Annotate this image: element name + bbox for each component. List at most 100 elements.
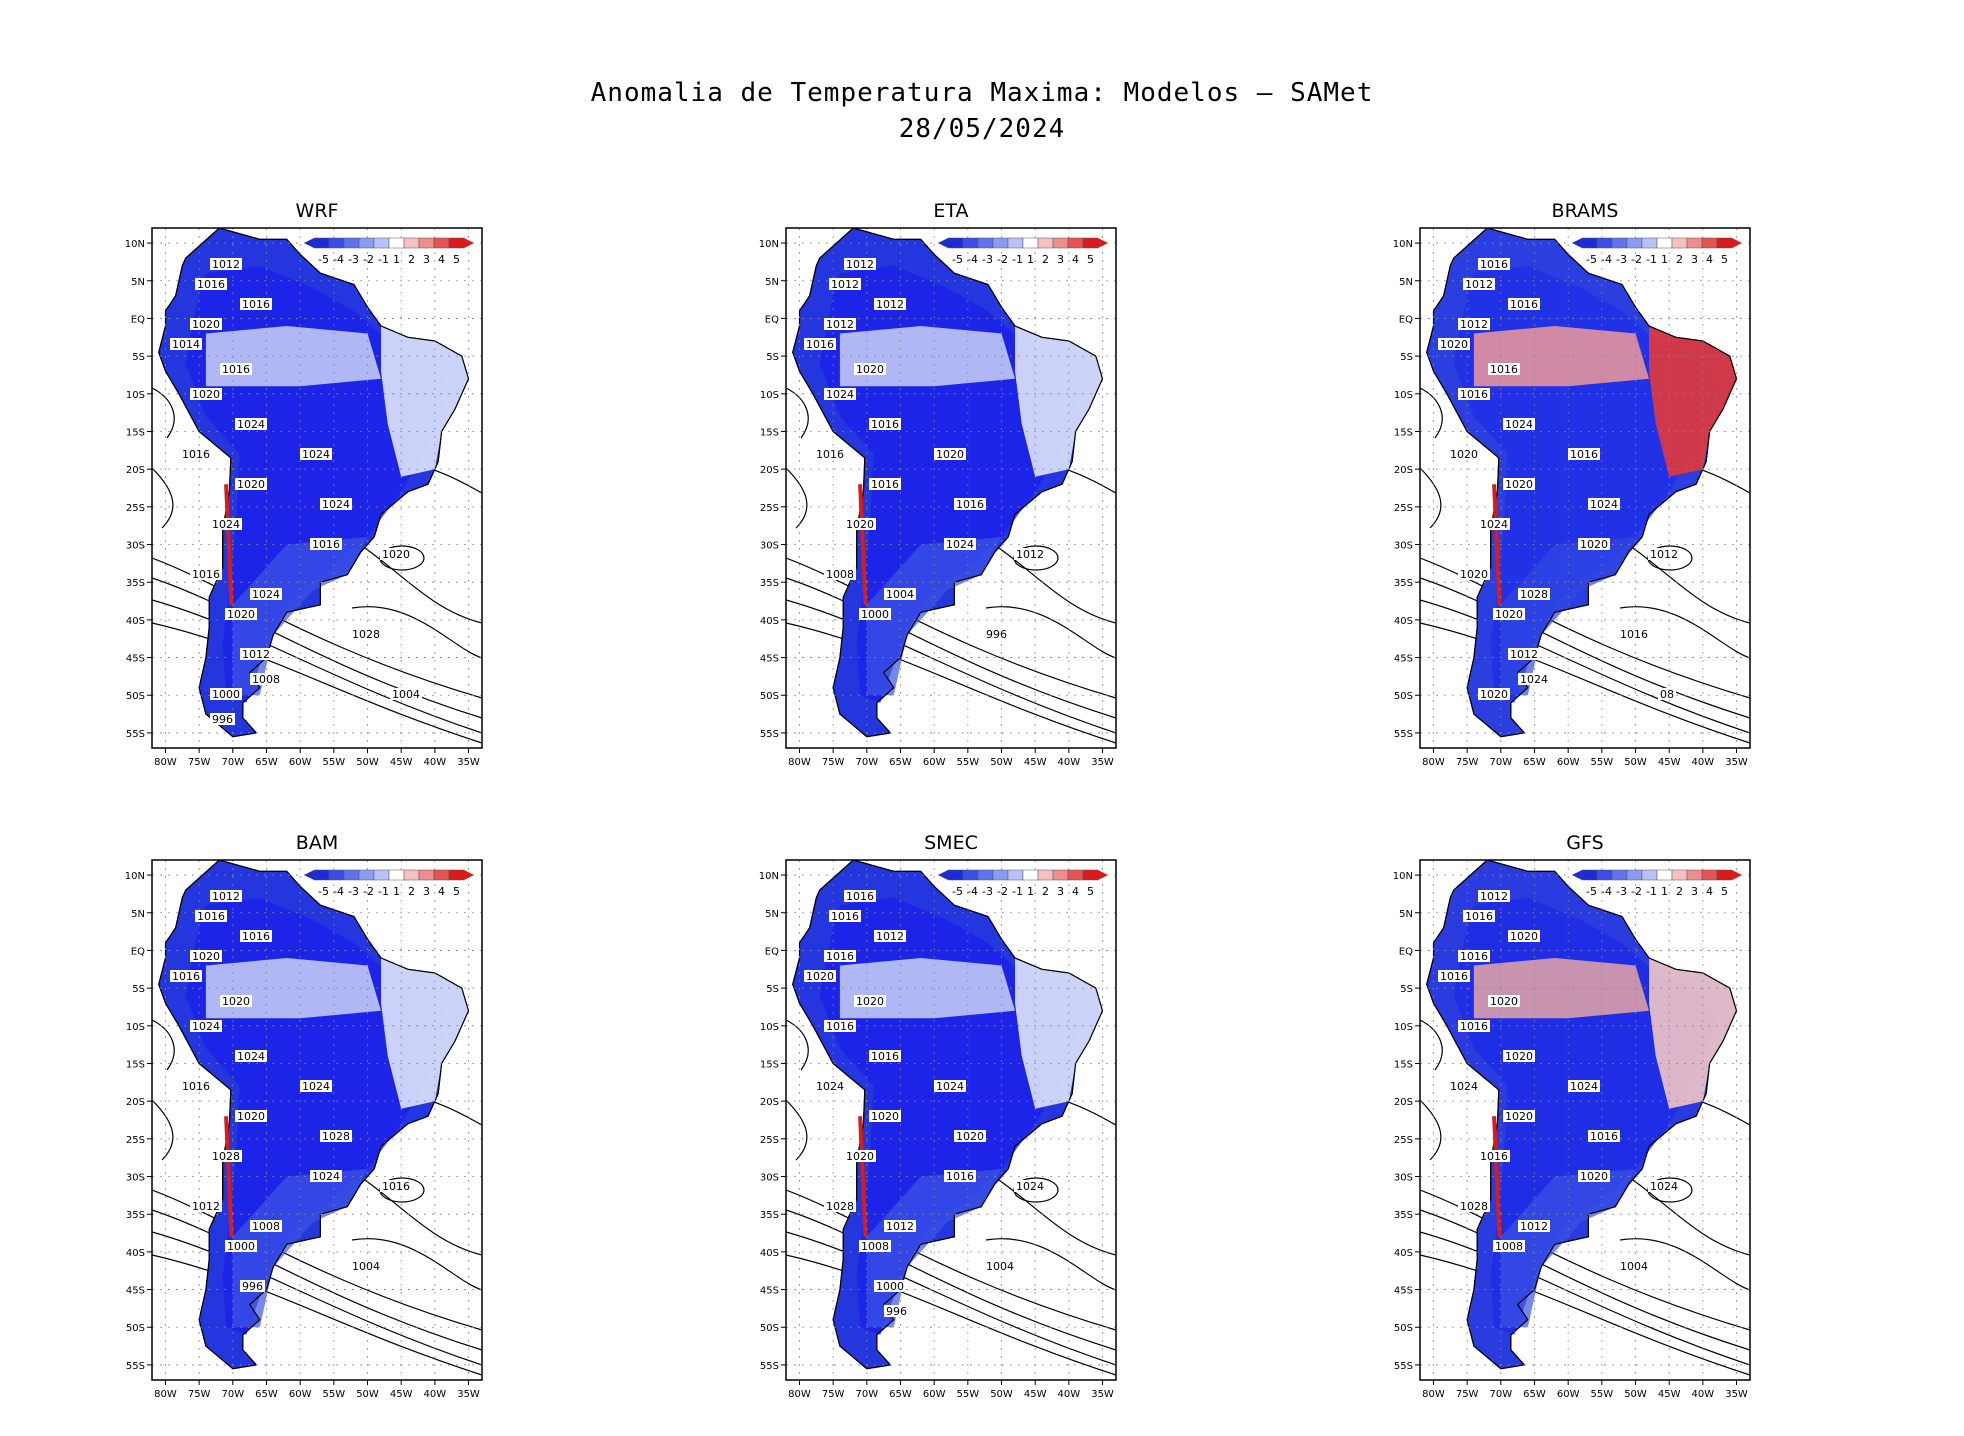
colorbar-label: -1 — [1012, 885, 1023, 898]
isobar-label-box — [1503, 478, 1535, 490]
isobar-label-box — [844, 518, 876, 530]
coastline — [792, 228, 1104, 738]
lat-label: 45S — [1394, 1286, 1413, 1297]
lat-label: 5S — [1400, 984, 1413, 995]
isobar-line — [786, 1231, 1116, 1366]
isobar-label: 1008 — [252, 1220, 280, 1233]
lat-label: 20S — [760, 465, 779, 476]
isobar-label-box — [859, 1240, 891, 1252]
isobar-line — [1420, 387, 1443, 439]
isobar-label: 1020 — [237, 478, 265, 491]
isobar-label-box — [814, 448, 846, 460]
isobar-label: 1016 — [1460, 950, 1488, 963]
isobar-label-box — [869, 1050, 901, 1062]
lon-label: 80W — [1422, 757, 1445, 768]
isobar-label: 1024 — [212, 518, 240, 531]
anomaly-region-northeast — [381, 958, 469, 1109]
colorbar-swatch — [1007, 869, 1024, 881]
isobar-line — [786, 1019, 809, 1071]
colorbar-label: 5 — [453, 253, 460, 266]
model-panel-brams: BRAMS 1016 1012 1016 1012 1020 1016 1016 1024 102… — [1375, 200, 1795, 768]
colorbar-label: 3 — [423, 885, 430, 898]
lon-label: 50W — [990, 1389, 1013, 1400]
colorbar-label: 2 — [1676, 885, 1683, 898]
model-panel-smec: SMEC 1016 1016 1012 1016 1020 1020 1016 1016 1024… — [741, 832, 1161, 1400]
lat-label: 15S — [1394, 1059, 1413, 1070]
lat-label: EQ — [765, 946, 779, 957]
lon-label: 80W — [154, 757, 177, 768]
isobar-label: 1020 — [227, 608, 255, 621]
colorbar-label: 3 — [1691, 253, 1698, 266]
isobar-label-box — [190, 318, 222, 330]
isobar-line — [1420, 1231, 1750, 1366]
isobar-label: 1016 — [242, 298, 270, 311]
colorbar: -5 -4 -3 -2 -1 1 2 3 4 5 — [1572, 237, 1742, 266]
lat-label: 50S — [760, 1323, 779, 1334]
colorbar-swatch — [358, 237, 375, 249]
lat-label: 40S — [760, 1248, 779, 1259]
isobar-label: 1020 — [1580, 1170, 1608, 1183]
isobar-label-box — [210, 518, 242, 530]
isobar-label: 1016 — [1440, 970, 1468, 983]
anomaly-region-northeast — [1015, 958, 1103, 1109]
lat-label: 35S — [1394, 578, 1413, 589]
isobar-label: 1024 — [312, 1170, 340, 1183]
isobar-label: 1016 — [1590, 1130, 1618, 1143]
panel-title: ETA — [933, 200, 969, 222]
colorbar-swatch — [992, 237, 1009, 249]
colorbar-arrow-left — [1572, 870, 1582, 880]
colorbar-label: -1 — [378, 885, 389, 898]
colorbar-arrow-right — [464, 238, 474, 248]
colorbar-swatch — [328, 869, 345, 881]
isobar-label: 1016 — [1460, 388, 1488, 401]
map-plot: 1012101610161020101610201024102410161020… — [125, 859, 483, 1400]
lat-label: 55S — [760, 729, 779, 740]
lat-label: 5S — [132, 984, 145, 995]
coastline — [1426, 860, 1738, 1370]
coastline — [792, 860, 1104, 1370]
colorbar-swatch — [433, 869, 450, 881]
colorbar-swatch — [1082, 237, 1099, 249]
colorbar-arrow-right — [1732, 238, 1742, 248]
isobar-label-box — [350, 1260, 382, 1272]
isobar-label-box — [1618, 628, 1650, 640]
lat-label: 30S — [1394, 541, 1413, 552]
colorbar-swatch — [418, 869, 435, 881]
lat-label: 5S — [766, 352, 779, 363]
isobar-label: 1020 — [222, 995, 250, 1008]
isobar-label-box — [1458, 318, 1490, 330]
isobar-label: 1024 — [816, 1080, 844, 1093]
colorbar-swatch — [373, 869, 390, 881]
isobar-label-box — [844, 258, 876, 270]
isobar-line — [351, 606, 482, 659]
colorbar-swatch — [962, 869, 979, 881]
isobar-label: 1012 — [1480, 890, 1508, 903]
lat-label: 10S — [1394, 1022, 1413, 1033]
colorbar-swatch — [1686, 869, 1703, 881]
isobar-label-box — [884, 588, 916, 600]
isobar-label-box — [824, 1200, 856, 1212]
isobar-label-box — [804, 338, 836, 350]
colorbar-label: 5 — [1087, 885, 1094, 898]
lat-label: 5S — [766, 984, 779, 995]
isobar-label: 1016 — [242, 930, 270, 943]
colorbar-label: 5 — [1721, 253, 1728, 266]
lon-label: 80W — [788, 1389, 811, 1400]
isobar-label: 1016 — [831, 910, 859, 923]
model-panel-gfs: GFS 1012 1016 1020 1016 1016 1020 1016 1020 1024 1… — [1375, 832, 1795, 1400]
isobar-label: 1012 — [1460, 318, 1488, 331]
lat-label: 50S — [1394, 691, 1413, 702]
colorbar-label: 3 — [1057, 885, 1064, 898]
isobar-label: 1012 — [242, 648, 270, 661]
isobar-label-box — [844, 1150, 876, 1162]
figure-date: 28/05/2024 — [898, 114, 1066, 144]
isobar-label-box — [190, 568, 222, 580]
lon-label: 70W — [1490, 757, 1513, 768]
lon-label: 60W — [1557, 757, 1580, 768]
lat-label: 5N — [131, 909, 145, 920]
isobar-line — [1619, 1238, 1750, 1291]
isobar-line — [786, 599, 1116, 734]
andes-warm-anomaly — [1492, 1116, 1502, 1237]
isobar-label-box — [1448, 1080, 1480, 1092]
lat-label: 50S — [126, 691, 145, 702]
